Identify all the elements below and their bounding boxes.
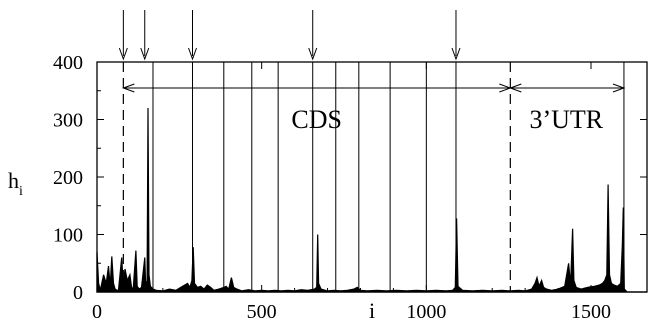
x-axis-label: i (369, 298, 375, 323)
series-group (96, 107, 647, 293)
y-tick-label-3: 300 (53, 110, 83, 132)
x-tick-label-3: 1500 (571, 301, 611, 323)
y-tick-label-0: 0 (73, 282, 83, 304)
y-tick-label-4: 400 (53, 52, 83, 74)
axis-ticks: 0 500 1000 1500 0 100 200 300 400 (53, 52, 647, 323)
y-axis-label-subscript: i (19, 184, 23, 199)
arrow-head-1 (140, 47, 150, 61)
y-tick-label-1: 100 (53, 225, 83, 247)
arrow-head-0 (118, 47, 128, 61)
y-axis-label: h (8, 168, 19, 193)
region-label-0: CDS (291, 105, 342, 134)
region-label-1: 3’UTR (529, 105, 603, 134)
utr-span-head-left (508, 83, 522, 93)
region-spans: CDS 3’UTR (121, 83, 626, 134)
cds-span-head-left (121, 83, 135, 93)
utr-span-head-right (612, 83, 626, 93)
series-line-0 (96, 107, 647, 293)
x-tick-label-2: 1000 (406, 301, 446, 323)
plot-frame (96, 61, 648, 293)
arrow-head-2 (188, 47, 197, 61)
y-tick-label-2: 200 (53, 167, 83, 189)
plot-border (96, 61, 648, 293)
x-tick-label-0: 0 (92, 301, 102, 323)
arrow-head-3 (308, 47, 318, 61)
x-tick-label-1: 500 (247, 301, 277, 323)
arrow-markers (118, 10, 461, 61)
marker-lines (122, 62, 625, 292)
arrow-head-4 (451, 47, 461, 61)
